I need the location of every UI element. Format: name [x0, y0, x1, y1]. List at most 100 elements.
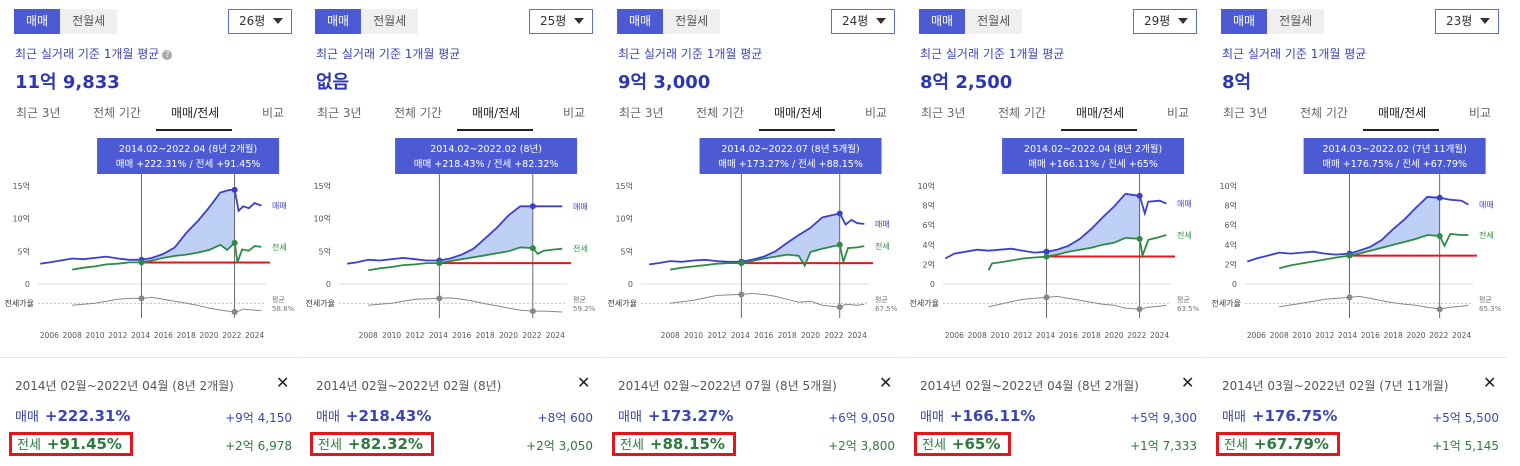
x-tick-label: 2024: [848, 331, 867, 340]
y-tick-label: 5억: [18, 246, 30, 256]
toggle-lease[interactable]: 전월세: [361, 9, 419, 34]
jeonse-start-point: [738, 260, 745, 267]
x-tick-label: 2022: [522, 331, 541, 340]
tab-compare[interactable]: 비교: [865, 106, 888, 120]
close-icon[interactable]: ✕: [276, 373, 290, 392]
x-tick-label: 2024: [1150, 331, 1169, 340]
chart-panel: 매매 전월세 24평 최근 실거래 기준 1개월 평균 9억 3,000 최근 3년 전체 …: [603, 0, 903, 466]
deal-type-toggle: 매매 전월세: [617, 9, 721, 34]
y-tick-label: 10억: [313, 214, 331, 224]
ratio-start-point: [436, 295, 443, 302]
pyeong-value: 26평: [239, 14, 266, 28]
toggle-trade[interactable]: 매매: [1221, 9, 1268, 34]
tab-all-period[interactable]: 전체 기간: [696, 106, 744, 120]
toggle-trade[interactable]: 매매: [14, 9, 61, 34]
trade-change: 매매 +222.31%: [15, 406, 130, 425]
pyeong-value: 29평: [1144, 14, 1171, 28]
x-tick-label: 2018: [177, 331, 196, 340]
toggle-lease[interactable]: 전월세: [60, 9, 118, 34]
tab-recent-3y[interactable]: 최근 3년: [317, 106, 362, 120]
close-icon[interactable]: ✕: [1181, 373, 1195, 392]
ratio-axis-label: 전세가율: [1212, 298, 1241, 308]
trade-series-label: 매매: [1177, 200, 1192, 209]
divider: [603, 357, 903, 358]
tab-trade-jeonse[interactable]: 매매/전세: [1076, 106, 1125, 120]
close-icon[interactable]: ✕: [577, 373, 591, 392]
tab-compare[interactable]: 비교: [1469, 106, 1492, 120]
jeonse-percent: +65%: [951, 435, 1001, 453]
toggle-trade[interactable]: 매매: [919, 9, 966, 34]
pyeong-select[interactable]: 23평: [1435, 9, 1499, 34]
average-price: 11억 9,833: [15, 72, 120, 93]
x-tick-label: 2020: [1406, 331, 1425, 340]
pyeong-select[interactable]: 26평: [228, 9, 292, 34]
tab-all-period[interactable]: 전체 기간: [1300, 106, 1348, 120]
tab-all-period[interactable]: 전체 기간: [93, 106, 141, 120]
jeonse-percent: +91.45%: [46, 435, 122, 453]
period-tabs: 최근 3년 전체 기간 매매/전세 비교: [905, 104, 1205, 131]
x-tick-label: 2016: [754, 331, 773, 340]
trade-amount: +9억 4,150: [225, 411, 292, 425]
x-tick-label: 2016: [452, 331, 471, 340]
tab-compare[interactable]: 비교: [563, 106, 586, 120]
tab-trade-jeonse[interactable]: 매매/전세: [1378, 106, 1427, 120]
toggle-lease[interactable]: 전월세: [1267, 9, 1325, 34]
y-tick-label: 6억: [1225, 220, 1237, 230]
tab-recent-3y[interactable]: 최근 3년: [619, 106, 664, 120]
x-tick-label: 2024: [546, 331, 565, 340]
average-caption: 최근 실거래 기준 1개월 평균: [618, 45, 762, 62]
tooltip-box: [699, 138, 882, 174]
toggle-trade[interactable]: 매매: [617, 9, 664, 34]
jeonse-series-label: 전세: [875, 241, 890, 251]
ratio-end-point: [836, 304, 843, 311]
active-tab-underline: [759, 129, 835, 131]
jeonse-end-point: [1436, 232, 1443, 239]
tab-compare[interactable]: 비교: [1167, 106, 1190, 120]
x-tick-label: 2010: [1292, 331, 1311, 340]
toggle-lease[interactable]: 전월세: [965, 9, 1023, 34]
tab-all-period[interactable]: 전체 기간: [394, 106, 442, 120]
jeonse-start-point: [1043, 253, 1050, 260]
x-tick-label: 2012: [1315, 331, 1334, 340]
ratio-end-point: [1436, 306, 1443, 313]
divider: [905, 357, 1205, 358]
info-icon[interactable]: ?: [162, 49, 173, 60]
toggle-trade[interactable]: 매매: [315, 9, 362, 34]
jeonse-series-label: 전세: [573, 244, 588, 254]
tab-compare[interactable]: 비교: [262, 106, 285, 120]
y-tick-label: 15억: [615, 181, 633, 191]
x-tick-label: 2022: [222, 331, 241, 340]
active-tab-underline: [457, 129, 533, 131]
tab-trade-jeonse[interactable]: 매매/전세: [472, 106, 521, 120]
pyeong-select[interactable]: 24평: [831, 9, 895, 34]
y-tick-label: 5억: [621, 246, 633, 256]
x-tick-label: 2008: [968, 331, 987, 340]
jeonse-change-highlight: 전세 +65%: [914, 432, 1012, 456]
jeonse-start-point: [138, 259, 145, 266]
chart-panel: 매매 전월세 26평 최근 실거래 기준 1개월 평균? 11억 9,833 최근 3년 전…: [0, 0, 300, 466]
toggle-lease[interactable]: 전월세: [663, 9, 721, 34]
jeonse-amount: +2억 6,978: [225, 439, 292, 453]
jeonse-amount: +2억 3,800: [828, 439, 895, 453]
x-tick-label: 2014: [429, 331, 448, 340]
pyeong-select[interactable]: 25평: [529, 9, 593, 34]
x-tick-label: 2010: [990, 331, 1009, 340]
jeonse-series-line: [987, 234, 1167, 271]
tab-recent-3y[interactable]: 최근 3년: [921, 106, 966, 120]
tab-trade-jeonse[interactable]: 매매/전세: [171, 106, 220, 120]
tab-recent-3y[interactable]: 최근 3년: [16, 106, 61, 120]
close-icon[interactable]: ✕: [1483, 373, 1497, 392]
tab-recent-3y[interactable]: 최근 3년: [1223, 106, 1268, 120]
tab-all-period[interactable]: 전체 기간: [998, 106, 1046, 120]
tooltip-change: 매매 +173.27% / 전세 +88.15%: [718, 159, 863, 170]
average-caption: 최근 실거래 기준 1개월 평균: [1222, 45, 1366, 62]
pyeong-select[interactable]: 29평: [1133, 9, 1197, 34]
tab-trade-jeonse[interactable]: 매매/전세: [774, 106, 823, 120]
y-tick-label: 4억: [923, 240, 935, 250]
tooltip-range: 2014.02~2022.04 (8년 2개월): [119, 143, 257, 155]
ratio-average-label: 평균: [272, 295, 285, 304]
close-icon[interactable]: ✕: [879, 373, 893, 392]
tooltip-range: 2014.02~2022.02 (8년): [430, 144, 542, 155]
x-tick-label: 2008: [359, 331, 378, 340]
